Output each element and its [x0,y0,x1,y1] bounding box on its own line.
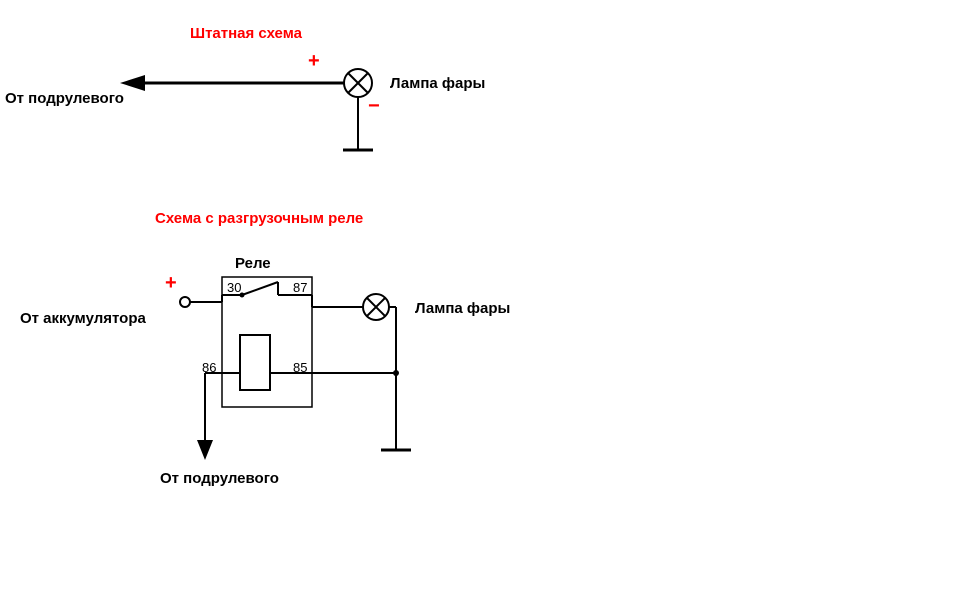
lamp-label-2: Лампа фары [415,300,510,317]
pin-87: 87 [293,280,307,295]
from-accum-label: От аккумулятора [20,310,146,327]
from-switch-label-1: От подрулевого [5,90,124,107]
arrowhead-down [197,440,213,460]
relay-coil [240,335,270,390]
plus-sign-1: + [308,50,320,73]
junction-dot [393,370,399,376]
relay-label: Реле [235,255,271,272]
lamp-label-1: Лампа фары [390,75,485,92]
title-stock: Штатная схема [190,25,302,42]
title-relay: Схема с разгрузочным реле [155,210,363,227]
minus-sign-1: − [368,95,380,118]
pin-30: 30 [227,280,241,295]
pin-85: 85 [293,360,307,375]
pin-86: 86 [202,360,216,375]
arrowhead-left [120,75,145,91]
battery-terminal-icon [180,297,190,307]
relay-contact-arm [242,282,278,295]
plus-sign-2: + [165,272,177,295]
from-switch-label-2: От подрулевого [160,470,279,487]
diagram-stock [120,69,373,150]
